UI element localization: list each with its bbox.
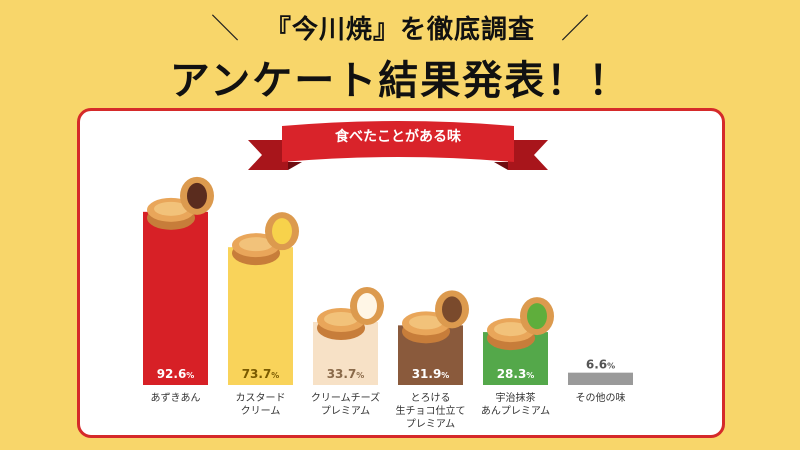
category-label-5-0: その他の味 <box>576 391 626 404</box>
imagawayaki-icon-4 <box>487 297 554 351</box>
imagawayaki-icon-3 <box>402 290 469 344</box>
value-label-3: 31.9% <box>412 367 450 381</box>
category-label-4-0: 宇治抹茶 <box>496 391 536 404</box>
value-label-5: 6.6% <box>586 358 615 372</box>
value-label-4: 28.3% <box>497 367 535 381</box>
ribbon-banner <box>248 121 548 170</box>
header-line-1: ＼ 『今川焼』を徹底調査 ／ <box>0 10 800 45</box>
category-label-4-1: あんプレミアム <box>481 405 550 417</box>
value-label-0: 92.6% <box>157 367 195 381</box>
imagawayaki-icon-2 <box>317 286 384 340</box>
category-label-2-1: プレミアム <box>321 405 370 417</box>
category-label-1-1: クリーム <box>241 405 281 417</box>
bar-0 <box>143 211 208 385</box>
slash-left: ＼ <box>210 12 239 45</box>
bar-1 <box>228 247 293 385</box>
category-label-3-2: プレミアム <box>406 418 455 430</box>
value-label-1: 73.7% <box>242 367 280 381</box>
category-label-0-0: あずきあん <box>151 392 201 404</box>
imagawayaki-icon-1 <box>232 212 299 266</box>
category-label-1-0: カスタード <box>236 392 286 404</box>
header-title-main: アンケート結果発表！！ <box>169 58 631 104</box>
category-label-3-1: 生チョコ仕立て <box>396 404 466 417</box>
header-title-top: 『今川焼』を徹底調査 <box>264 14 535 45</box>
category-label-3-0: とろける <box>411 392 451 404</box>
category-label-2-0: クリームチーズ <box>311 391 380 404</box>
imagawayaki-icon-0 <box>147 176 214 230</box>
bar-5 <box>568 372 633 385</box>
ribbon-label: 食べたことがある味 <box>335 129 461 145</box>
value-label-2: 33.7% <box>327 367 365 381</box>
slash-right: ／ <box>561 12 590 45</box>
